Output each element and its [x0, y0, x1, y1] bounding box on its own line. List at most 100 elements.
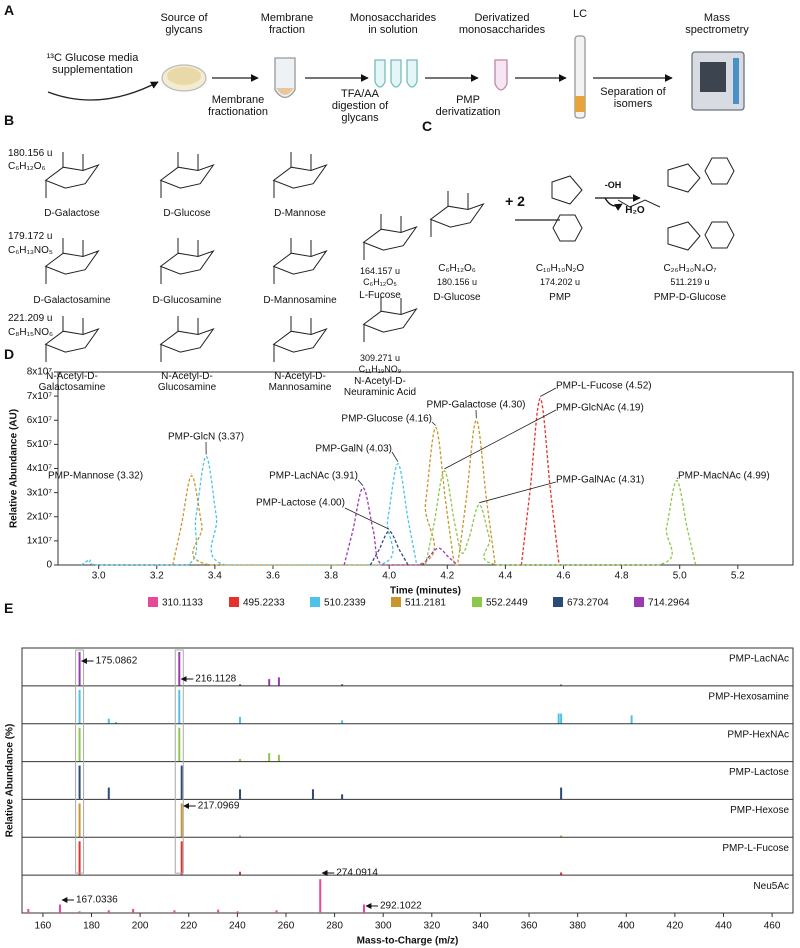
spectrum-peak: [560, 787, 563, 800]
x-tick-label: 3.0: [92, 571, 106, 582]
spectrum-peak: [560, 872, 563, 876]
phenyl-ring: [552, 214, 583, 242]
chromatogram-trace: [172, 419, 496, 566]
spectrum-peak: [560, 835, 563, 838]
x-tick-label: 260: [278, 921, 295, 932]
annotation-leader: [431, 421, 436, 426]
y-axis-title: Relative Abundance (%): [5, 724, 16, 838]
peak-annotation: PMP-GlcN (3.37): [168, 432, 244, 443]
legend-swatch: [553, 597, 563, 607]
ring-structure: [44, 163, 100, 189]
spectrum-peak: [78, 911, 81, 913]
peak-annotation: 274.0914: [336, 868, 378, 879]
compound-name: D-Glucose: [433, 292, 481, 303]
spectrum-peak: [557, 713, 560, 724]
arrow: [47, 81, 159, 101]
spectrum-peak: [78, 689, 81, 724]
spectrum-peak: [341, 720, 344, 724]
row-label: PMP-LacNAc: [729, 654, 789, 665]
step-label: Source of glycans: [160, 12, 208, 36]
y-tick-label: 3x10⁷: [27, 487, 53, 498]
row-label: PMP-Hexose: [730, 805, 789, 816]
petri-dish-medium: [167, 67, 201, 85]
spectrum-peak: [275, 910, 278, 913]
spectrum-peak: [107, 787, 110, 800]
tubes: [374, 59, 418, 88]
x-tick-label: 380: [569, 921, 586, 932]
spectrum-peak: [107, 910, 110, 913]
chromatogram-trace: [80, 455, 418, 566]
sugar-chain: [617, 199, 661, 208]
formula: C₁₀H₁₀N₂O: [535, 263, 585, 274]
spectrum-peak: [362, 904, 365, 913]
y-tick-label: 7x10⁷: [27, 391, 53, 402]
step-label: Monosaccharides in solution: [349, 12, 437, 36]
tube: [494, 59, 508, 91]
annotation-leader: [357, 479, 364, 487]
peak-annotation: PMP-GlcNAc (4.19): [556, 403, 644, 414]
x-tick-label: 320: [423, 921, 440, 932]
step-label: Separation of isomers: [600, 86, 666, 110]
compound-name: D-Mannosamine: [263, 295, 337, 306]
spectrum-peak: [178, 689, 181, 724]
spectrum-peak: [239, 716, 242, 724]
ring-structure: [44, 249, 100, 275]
legend-swatch: [310, 597, 320, 607]
phenyl-ring: [704, 221, 735, 249]
legend-label: 552.2449: [486, 598, 528, 609]
annotation-leader: [344, 507, 390, 530]
panel-label: E: [4, 600, 14, 616]
spectrum-peak: [560, 713, 563, 724]
legend-label: 510.2339: [324, 598, 366, 609]
legend-swatch: [634, 597, 644, 607]
product-structure: [667, 221, 701, 251]
spectrum-peak: [107, 718, 110, 724]
x-tick-label: 300: [375, 921, 392, 932]
formula: C₆H₁₃NO₅: [8, 245, 53, 256]
step-label: Membrane fraction: [260, 12, 314, 36]
row-label: PMP-HexNAc: [727, 729, 789, 740]
annotation-leader: [391, 451, 399, 462]
spectrum-peak: [180, 765, 183, 800]
y-axis-title: Relative Abundance (AU): [9, 409, 20, 528]
peak-annotation: PMP-Galactose (4.30): [427, 400, 526, 411]
formula: C₈H₁₅NO₆: [8, 327, 54, 338]
peak-annotation: PMP-GalN (4.03): [315, 444, 392, 455]
peak-annotation: 217.0969: [198, 801, 240, 812]
spectrum-peak: [78, 841, 81, 876]
x-tick-label: 3.6: [266, 571, 280, 582]
x-tick-label: 5.0: [673, 571, 687, 582]
panel-label: D: [4, 346, 15, 362]
pellet: [276, 88, 294, 95]
compound-name: N-Acetyl-D-Glucosamine: [157, 371, 217, 393]
spectrum-peak: [277, 754, 280, 762]
spectrum-peak: [217, 909, 220, 913]
ring-structure: [272, 327, 328, 353]
peak-annotation: 167.0336: [76, 895, 118, 906]
compound-name: PMP-D-Glucose: [653, 292, 727, 303]
ring-structure: [362, 307, 418, 333]
ring-structure: [272, 163, 328, 189]
annotation-leader: [540, 387, 557, 397]
legend-label: 310.1133: [162, 598, 203, 609]
x-tick-label: 400: [618, 921, 635, 932]
x-tick-label: 3.2: [150, 571, 164, 582]
x-axis-title: Mass-to-Charge (m/z): [357, 936, 459, 947]
spectrum-peak: [311, 789, 314, 800]
ms-stripe: [733, 58, 739, 104]
x-tick-label: 340: [472, 921, 489, 932]
spectrum-peak: [239, 758, 242, 762]
peak-annotation: 175.0862: [96, 656, 138, 667]
spectrum-peak: [341, 794, 344, 800]
highlight-box: [75, 649, 85, 874]
y-tick-label: 5x10⁷: [27, 439, 53, 450]
peak-annotation: PMP-L-Fucose (4.52): [556, 381, 652, 392]
elimination-arrow: [604, 197, 623, 211]
x-tick-label: 360: [521, 921, 538, 932]
compound-name: D-Galactosamine: [33, 295, 111, 306]
x-tick-label: 200: [132, 921, 149, 932]
byproduct: H₂O: [625, 205, 645, 216]
spectrum-peak: [239, 789, 242, 800]
x-axis-title: Time (minutes): [390, 586, 461, 597]
